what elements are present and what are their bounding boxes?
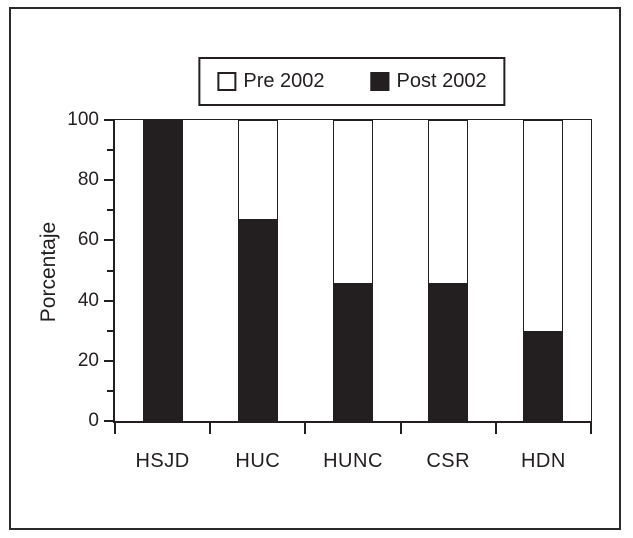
stacked-bar-hsjd (142, 120, 183, 421)
bar-segment-post-2002 (237, 219, 278, 421)
bar-segment-pre-2002 (428, 120, 469, 283)
x-category-label-hsjd: HSJD (135, 450, 190, 472)
bar-group-csr (401, 120, 496, 421)
x-boundary-tick (590, 423, 592, 434)
bar-segment-pre-2002 (237, 120, 278, 220)
y-major-tick (104, 179, 113, 182)
stacked-bar-huc (237, 120, 278, 421)
y-tick-label: 0 (88, 409, 99, 431)
bar-segment-pre-2002 (523, 120, 564, 331)
bar-segment-post-2002 (333, 282, 373, 421)
legend-item-pre-2002: Pre 2002 (217, 70, 325, 93)
legend-swatch-pre-2002 (217, 72, 237, 91)
y-minor-tick (107, 269, 113, 272)
stacked-bar-hunc (333, 120, 373, 421)
bar-group-huc (210, 120, 305, 421)
y-minor-tick (107, 389, 113, 392)
y-major-tick (104, 239, 113, 242)
legend-box: Pre 2002 Post 2002 (198, 57, 506, 106)
legend-item-post-2002: Post 2002 (370, 70, 487, 93)
y-tick-label: 100 (67, 108, 99, 130)
bar-segment-post-2002 (428, 282, 469, 421)
bar-group-hsjd (115, 120, 210, 421)
stacked-bar-hdn (523, 120, 564, 421)
y-major-tick (104, 359, 113, 362)
bars (115, 120, 591, 421)
legend-label: Post 2002 (396, 70, 487, 92)
plot-area: 0 20 40 60 80 100 HSJD HUC HUNC CSR HDN (67, 110, 592, 472)
y-major-tick (104, 119, 113, 121)
bar-segment-post-2002 (142, 120, 183, 421)
x-boundary-tick (114, 423, 116, 434)
x-boundary-tick (494, 423, 497, 434)
x-boundary-tick (304, 423, 307, 434)
y-tick-label: 20 (77, 349, 99, 371)
bar-group-hdn (496, 120, 591, 421)
y-minor-tick (107, 149, 113, 152)
y-major-tick (104, 420, 113, 422)
x-category-label-hdn: HDN (520, 450, 566, 472)
y-tick-label: 40 (77, 289, 99, 311)
bar-segment-post-2002 (523, 330, 564, 421)
bar-segment-pre-2002 (333, 120, 373, 283)
x-category-label-hunc: HUNC (323, 450, 383, 472)
bar-group-hunc (305, 120, 400, 421)
y-tick-label: 60 (77, 229, 99, 251)
y-minor-tick (107, 329, 113, 332)
y-major-tick (104, 299, 113, 302)
y-axis-title: Porcentaje (37, 221, 60, 323)
x-boundary-tick (399, 423, 402, 434)
y-minor-tick (107, 209, 113, 212)
x-boundary-tick (209, 423, 212, 434)
x-category-label-huc: HUC (235, 450, 281, 472)
stacked-bar-csr (428, 120, 469, 421)
legend-label: Pre 2002 (243, 70, 325, 92)
legend-swatch-post-2002 (370, 72, 390, 91)
y-tick-label: 80 (77, 169, 99, 191)
x-category-label-csr: CSR (426, 450, 471, 472)
